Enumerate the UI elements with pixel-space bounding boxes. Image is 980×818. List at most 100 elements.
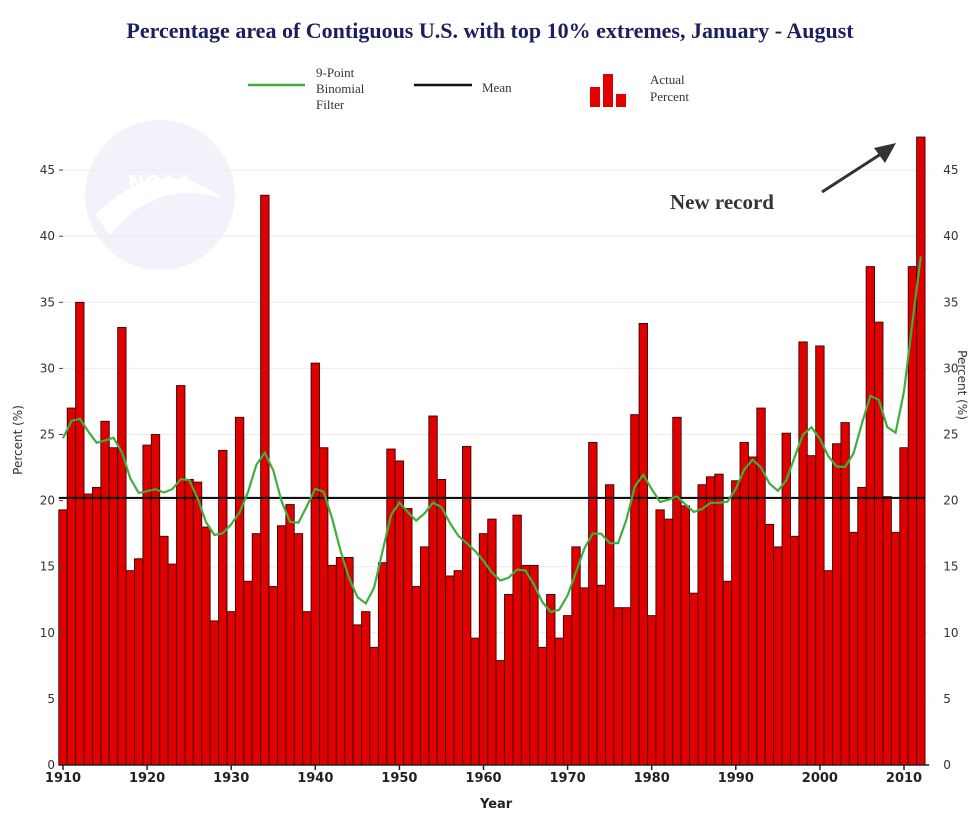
bar-1922 bbox=[159, 535, 169, 766]
bar-2004 bbox=[848, 531, 859, 766]
bar-1939 bbox=[302, 611, 312, 766]
bar-1949 bbox=[386, 448, 396, 766]
y-tick-label-right: 45 bbox=[943, 163, 958, 177]
bar-1944 bbox=[344, 556, 354, 766]
bar-1943 bbox=[335, 556, 346, 766]
y-tick-label-right: 25 bbox=[943, 428, 958, 442]
bar-1931 bbox=[234, 416, 245, 766]
bar-1998 bbox=[798, 341, 808, 766]
bar-1965 bbox=[520, 564, 531, 766]
x-tick-label: 1930 bbox=[213, 771, 249, 786]
bar-1967 bbox=[537, 646, 548, 766]
bar-1917 bbox=[117, 326, 127, 766]
binomial-filter-line bbox=[62, 256, 922, 614]
bar-1911 bbox=[66, 407, 77, 766]
x-tick-label: 2000 bbox=[802, 771, 838, 786]
bar-1984 bbox=[680, 505, 690, 766]
bar-1972 bbox=[579, 587, 590, 766]
bar-1921 bbox=[150, 434, 161, 766]
bar-1994 bbox=[764, 523, 775, 766]
bar-1989 bbox=[722, 580, 733, 766]
bar-1966 bbox=[529, 564, 539, 766]
bar-2012 bbox=[916, 136, 926, 766]
bar-1978 bbox=[630, 414, 640, 766]
bar-1948 bbox=[377, 562, 388, 766]
bar-1914 bbox=[91, 486, 102, 766]
chart-title: Percentage area of Contiguous U.S. with … bbox=[126, 18, 854, 43]
annotation-arrow bbox=[821, 143, 896, 194]
x-tick-label: 1940 bbox=[297, 771, 333, 786]
legend-filter-label-2: Binomial bbox=[316, 81, 365, 96]
bar-1960 bbox=[478, 533, 489, 766]
legend-bar-icon bbox=[590, 74, 626, 107]
y-tick-label-left: 35 bbox=[40, 295, 55, 309]
y-tick-label-left: 0 bbox=[47, 758, 55, 772]
bar-1976 bbox=[613, 607, 623, 766]
bar-1985 bbox=[689, 592, 699, 766]
y-tick-label-right: 20 bbox=[943, 494, 958, 508]
x-axis-label: Year bbox=[479, 797, 513, 812]
y-axis-label-left: Percent (%) bbox=[11, 405, 25, 475]
bar-1990 bbox=[731, 480, 741, 766]
y-tick-label-left: 20 bbox=[40, 494, 55, 508]
legend-filter-label-1: 9-Point bbox=[316, 65, 355, 80]
bar-2006 bbox=[865, 266, 876, 766]
bar-1933 bbox=[251, 533, 262, 766]
x-tick-label: 1910 bbox=[45, 771, 81, 786]
bar-1992 bbox=[747, 456, 758, 766]
bar-1940 bbox=[310, 362, 320, 766]
bar-2009 bbox=[890, 531, 901, 766]
bar-1947 bbox=[369, 646, 379, 766]
y-axis-label-right: Percent (%) bbox=[955, 350, 969, 420]
x-tick-label: 1970 bbox=[550, 771, 586, 786]
x-tick-label: 1920 bbox=[129, 771, 165, 786]
bar-1951 bbox=[403, 508, 413, 766]
bar-1930 bbox=[226, 611, 236, 766]
bar-1942 bbox=[327, 564, 337, 766]
bar-1995 bbox=[773, 546, 783, 766]
bar-1934 bbox=[260, 194, 270, 766]
y-tick-label-right: 15 bbox=[943, 560, 958, 574]
bar-1959 bbox=[470, 637, 480, 766]
y-tick-label-right: 5 bbox=[943, 692, 951, 706]
bar-1954 bbox=[428, 415, 438, 766]
bar-1918 bbox=[125, 570, 135, 766]
bar-1938 bbox=[293, 533, 304, 766]
x-tick-label: 1960 bbox=[465, 771, 501, 786]
bar-1956 bbox=[445, 575, 455, 766]
bar-2005 bbox=[857, 486, 867, 766]
bar-1986 bbox=[697, 484, 707, 766]
bar-1988 bbox=[714, 473, 724, 766]
bar-1961 bbox=[487, 518, 497, 766]
bar-1987 bbox=[705, 476, 716, 766]
bar-1999 bbox=[806, 455, 817, 766]
x-tick-label: 1980 bbox=[634, 771, 670, 786]
bar-1993 bbox=[756, 407, 766, 766]
bar-1926 bbox=[192, 481, 203, 766]
bar-1979 bbox=[638, 323, 648, 766]
bar-1953 bbox=[419, 546, 430, 766]
bar-1968 bbox=[546, 594, 556, 766]
bar-1927 bbox=[201, 526, 211, 766]
y-tick-label-right: 10 bbox=[943, 626, 958, 640]
bar-1973 bbox=[588, 441, 598, 766]
x-tick-label: 1990 bbox=[718, 771, 754, 786]
bar-1982 bbox=[663, 518, 674, 766]
bar-2001 bbox=[823, 570, 833, 766]
y-tick-label-left: 15 bbox=[40, 560, 55, 574]
bar-1991 bbox=[739, 441, 749, 766]
x-tick-label: 2010 bbox=[886, 771, 922, 786]
bar-1963 bbox=[504, 594, 514, 766]
bar-1980 bbox=[647, 615, 657, 766]
y-tick-label-right: 35 bbox=[943, 295, 958, 309]
noaa-logo-text: NOAA bbox=[128, 171, 193, 195]
bar-1952 bbox=[411, 586, 421, 766]
bar-1958 bbox=[462, 445, 472, 766]
bar-1970 bbox=[562, 615, 573, 766]
bar-1974 bbox=[596, 584, 606, 766]
y-tick-label-right: 40 bbox=[943, 229, 958, 243]
bar-1981 bbox=[655, 509, 665, 766]
bar-2008 bbox=[882, 496, 892, 766]
y-tick-label-right: 30 bbox=[943, 361, 958, 375]
